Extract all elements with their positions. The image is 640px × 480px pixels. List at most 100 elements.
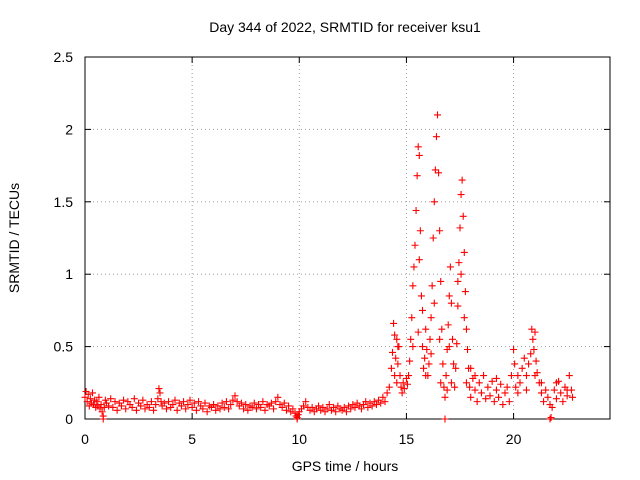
- data-point: [532, 357, 540, 365]
- data-point: [229, 396, 237, 404]
- data-point: [492, 386, 500, 394]
- data-point: [438, 325, 446, 333]
- data-point: [188, 403, 196, 411]
- data-point: [394, 360, 402, 368]
- data-point: [315, 402, 323, 410]
- data-point: [377, 399, 385, 407]
- data-point: [289, 405, 297, 413]
- data-point: [150, 406, 158, 414]
- data-point: [408, 314, 416, 322]
- data-point: [308, 403, 316, 411]
- data-point: [420, 364, 428, 372]
- data-points: [81, 111, 576, 423]
- data-point: [458, 176, 466, 184]
- data-point: [552, 379, 560, 387]
- data-point: [414, 328, 422, 336]
- data-point: [155, 385, 163, 393]
- data-point: [429, 234, 437, 242]
- data-point: [441, 393, 449, 401]
- data-point: [460, 314, 468, 322]
- data-point: [415, 256, 423, 264]
- data-point: [267, 399, 275, 407]
- data-point: [274, 393, 282, 401]
- data-point: [454, 302, 462, 310]
- data-point: [400, 385, 408, 393]
- data-point: [412, 206, 420, 214]
- data-point: [89, 389, 96, 397]
- x-tick-label: 0: [81, 431, 89, 447]
- data-point: [454, 277, 462, 285]
- data-point: [294, 411, 302, 419]
- x-tick-labels: 0 5 10 15 20: [81, 431, 521, 447]
- data-point: [542, 386, 550, 394]
- data-point: [423, 345, 431, 353]
- data-point: [270, 405, 278, 413]
- data-point: [404, 380, 411, 388]
- data-point: [86, 395, 94, 403]
- data-point: [291, 409, 299, 417]
- data-point: [259, 398, 267, 406]
- data-point: [393, 379, 401, 387]
- data-point: [407, 335, 415, 343]
- data-point: [152, 401, 160, 409]
- data-point: [190, 399, 198, 407]
- data-point: [511, 360, 519, 368]
- data-point: [272, 398, 280, 406]
- data-point: [390, 319, 398, 327]
- data-point: [537, 389, 545, 397]
- data-point: [160, 399, 168, 407]
- data-point: [547, 414, 555, 422]
- data-point: [563, 386, 571, 394]
- data-point: [364, 403, 372, 411]
- data-point: [427, 314, 435, 322]
- data-point: [117, 402, 125, 410]
- data-point: [302, 398, 310, 406]
- data-point: [432, 133, 440, 141]
- data-point: [225, 405, 233, 413]
- data-point: [325, 401, 333, 409]
- data-point: [409, 343, 417, 351]
- data-point: [394, 343, 402, 351]
- data-point: [410, 263, 418, 271]
- data-point: [422, 325, 430, 333]
- data-point: [416, 227, 424, 235]
- data-point: [99, 415, 107, 423]
- data-point: [340, 403, 348, 411]
- data-point: [430, 198, 438, 206]
- data-point: [177, 402, 185, 410]
- data-point: [565, 372, 573, 380]
- data-point: [537, 379, 545, 387]
- data-point: [548, 403, 556, 411]
- data-point: [97, 401, 105, 409]
- data-point: [186, 396, 194, 404]
- data-point: [417, 292, 425, 300]
- data-point: [464, 345, 471, 353]
- data-point: [233, 398, 241, 406]
- data-point: [518, 364, 526, 372]
- data-point: [248, 403, 256, 411]
- data-point: [385, 383, 393, 391]
- data-point: [414, 143, 422, 151]
- chart-title: Day 344 of 2022, SRMTID for receiver ksu…: [209, 19, 481, 35]
- data-point: [293, 415, 301, 423]
- data-point: [462, 325, 470, 333]
- y-tick-label: 1.5: [54, 194, 74, 210]
- x-tick-label: 10: [291, 431, 307, 447]
- data-point: [559, 398, 567, 406]
- data-point: [436, 335, 444, 343]
- data-point: [550, 386, 558, 394]
- y-tick-label: 1: [65, 266, 73, 282]
- data-point: [105, 402, 113, 410]
- data-point: [435, 169, 443, 177]
- data-point: [406, 357, 414, 365]
- data-point: [516, 379, 524, 387]
- data-point: [147, 398, 155, 406]
- data-point: [467, 364, 475, 372]
- data-point: [450, 360, 458, 368]
- data-point: [257, 403, 265, 411]
- data-point: [393, 335, 401, 343]
- data-point: [530, 345, 538, 353]
- data-point: [419, 306, 426, 314]
- data-point: [399, 379, 407, 387]
